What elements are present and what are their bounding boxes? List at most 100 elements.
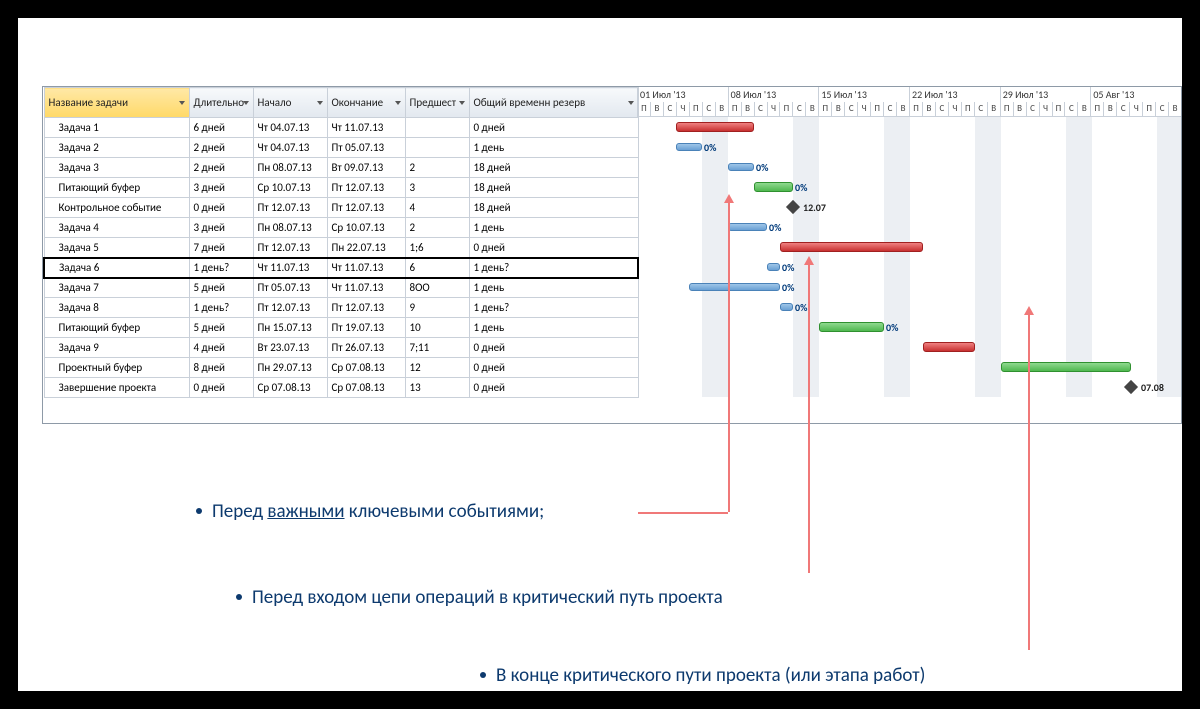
- gantt-row: [637, 337, 1181, 357]
- table-row[interactable]: Задача 61 день?Чт 11.07.13Чт 11.07.1361 …: [44, 258, 638, 278]
- week-header: 01 Июл '13: [637, 87, 728, 102]
- table-row[interactable]: Задача 57 днейПт 12.07.13Пн 22.07.131;60…: [44, 238, 638, 258]
- progress-label: 0%: [886, 321, 898, 334]
- column-header[interactable]: Длительно: [189, 88, 253, 118]
- gantt-row: 0%: [637, 157, 1181, 177]
- day-header: С: [844, 102, 857, 116]
- day-header: В: [896, 102, 909, 116]
- week-header: 08 Июл '13: [728, 87, 819, 102]
- gantt-row: 0%: [637, 277, 1181, 297]
- gantt-header: 01 Июл '1308 Июл '1315 Июл '1322 Июл '13…: [637, 87, 1181, 117]
- gantt-row: [637, 357, 1181, 377]
- day-header: В: [987, 102, 1000, 116]
- dropdown-icon[interactable]: [177, 98, 187, 108]
- dropdown-icon[interactable]: [393, 98, 403, 108]
- progress-label: 0%: [795, 301, 807, 314]
- gantt-row: 0%: [637, 177, 1181, 197]
- day-header: П: [728, 102, 741, 116]
- day-header: П: [1000, 102, 1013, 116]
- day-header: В: [831, 102, 844, 116]
- day-header: С: [754, 102, 767, 116]
- day-header: В: [741, 102, 754, 116]
- gantt-body: 0%0%0%12.070%0%0%0%0%07.08: [637, 117, 1181, 397]
- annotation-arrowhead: [804, 256, 814, 265]
- gantt-row: 0%: [637, 297, 1181, 317]
- gantt-bar[interactable]: [676, 122, 754, 132]
- day-header: Ч: [1129, 102, 1142, 116]
- progress-label: 0%: [782, 281, 794, 294]
- ms-project-view: Название задачиДлительноНачалоОкончаниеП…: [42, 86, 1182, 424]
- table-row[interactable]: Питающий буфер5 днейПн 15.07.13Пт 19.07.…: [44, 318, 638, 338]
- gantt-bar[interactable]: [923, 342, 975, 352]
- day-header: Ч: [676, 102, 689, 116]
- gantt-bar[interactable]: [780, 242, 923, 252]
- day-header: П: [1142, 102, 1155, 116]
- day-header: С: [1155, 102, 1168, 116]
- day-header: В: [715, 102, 728, 116]
- bullet-icon: [480, 672, 486, 678]
- day-header: П: [818, 102, 831, 116]
- table-row[interactable]: Завершение проекта0 днейСр 07.08.13Ср 07…: [44, 378, 638, 398]
- day-header: В: [1103, 102, 1116, 116]
- gantt-chart: 01 Июл '1308 Июл '1315 Июл '1322 Июл '13…: [637, 87, 1181, 423]
- progress-label: 0%: [769, 221, 781, 234]
- milestone-icon[interactable]: [1124, 380, 1138, 394]
- day-header: С: [663, 102, 676, 116]
- table-row[interactable]: Задача 75 днейПт 05.07.13Чт 11.07.138ОО1…: [44, 278, 638, 298]
- day-header: Ч: [948, 102, 961, 116]
- day-header: С: [883, 102, 896, 116]
- day-header: Ч: [1039, 102, 1052, 116]
- table-row[interactable]: Задача 43 днейПн 08.07.13Ср 10.07.1321 д…: [44, 218, 638, 238]
- annotation-arrow: [1028, 308, 1030, 650]
- milestone-icon[interactable]: [786, 200, 800, 214]
- gantt-bar[interactable]: [728, 163, 754, 171]
- table-row[interactable]: Питающий буфер3 днейСр 10.07.13Пт 12.07.…: [44, 178, 638, 198]
- day-header: С: [792, 102, 805, 116]
- progress-label: 0%: [795, 181, 807, 194]
- progress-label: 0%: [704, 141, 716, 154]
- day-header: В: [1013, 102, 1026, 116]
- table-row[interactable]: Контрольное событие0 днейПт 12.07.13Пт 1…: [44, 198, 638, 218]
- day-header: П: [689, 102, 702, 116]
- dropdown-icon[interactable]: [315, 98, 325, 108]
- gantt-bar[interactable]: [676, 143, 702, 151]
- annotation-arrowhead: [1024, 306, 1034, 315]
- day-header: В: [1168, 102, 1181, 116]
- table-row[interactable]: Задача 94 днейВт 23.07.13Пт 26.07.137;11…: [44, 338, 638, 358]
- column-header[interactable]: Окончание: [327, 88, 405, 118]
- day-header: П: [637, 102, 650, 116]
- day-header: Ч: [767, 102, 780, 116]
- dropdown-icon[interactable]: [626, 98, 636, 108]
- day-header: С: [1116, 102, 1129, 116]
- day-header: С: [974, 102, 987, 116]
- day-header: Ч: [857, 102, 870, 116]
- gantt-bar[interactable]: [1001, 362, 1131, 372]
- column-header[interactable]: Название задачи: [44, 88, 189, 118]
- annotation-bullet: Перед входом цепи операций в критический…: [236, 586, 723, 609]
- dropdown-icon[interactable]: [241, 98, 251, 108]
- gantt-bar[interactable]: [780, 303, 793, 311]
- milestone-label: 07.08: [1141, 381, 1164, 394]
- day-header: С: [1064, 102, 1077, 116]
- column-header[interactable]: Начало: [253, 88, 327, 118]
- day-header: В: [922, 102, 935, 116]
- day-header: В: [650, 102, 663, 116]
- gantt-bar[interactable]: [754, 182, 793, 192]
- day-header: П: [870, 102, 883, 116]
- gantt-bar[interactable]: [728, 223, 767, 231]
- day-header: В: [1077, 102, 1090, 116]
- gantt-bar[interactable]: [767, 263, 780, 271]
- column-header[interactable]: Общий временн резерв: [469, 88, 638, 118]
- day-header: П: [1090, 102, 1103, 116]
- dropdown-icon[interactable]: [457, 98, 467, 108]
- gantt-bar[interactable]: [689, 283, 780, 291]
- slide: Название задачиДлительноНачалоОкончаниеП…: [18, 18, 1182, 691]
- day-header: С: [1026, 102, 1039, 116]
- gantt-bar[interactable]: [819, 322, 884, 332]
- column-header[interactable]: Предшест: [405, 88, 469, 118]
- table-row[interactable]: Задача 16 днейЧт 04.07.13Чт 11.07.130 дн…: [44, 118, 638, 138]
- table-row[interactable]: Проектный буфер8 днейПн 29.07.13Ср 07.08…: [44, 358, 638, 378]
- table-row[interactable]: Задача 22 днейЧт 04.07.13Пт 05.07.131 де…: [44, 138, 638, 158]
- table-row[interactable]: Задача 81 день?Пт 12.07.13Пт 12.07.1391 …: [44, 298, 638, 318]
- table-row[interactable]: Задача 32 днейПн 08.07.13Вт 09.07.13218 …: [44, 158, 638, 178]
